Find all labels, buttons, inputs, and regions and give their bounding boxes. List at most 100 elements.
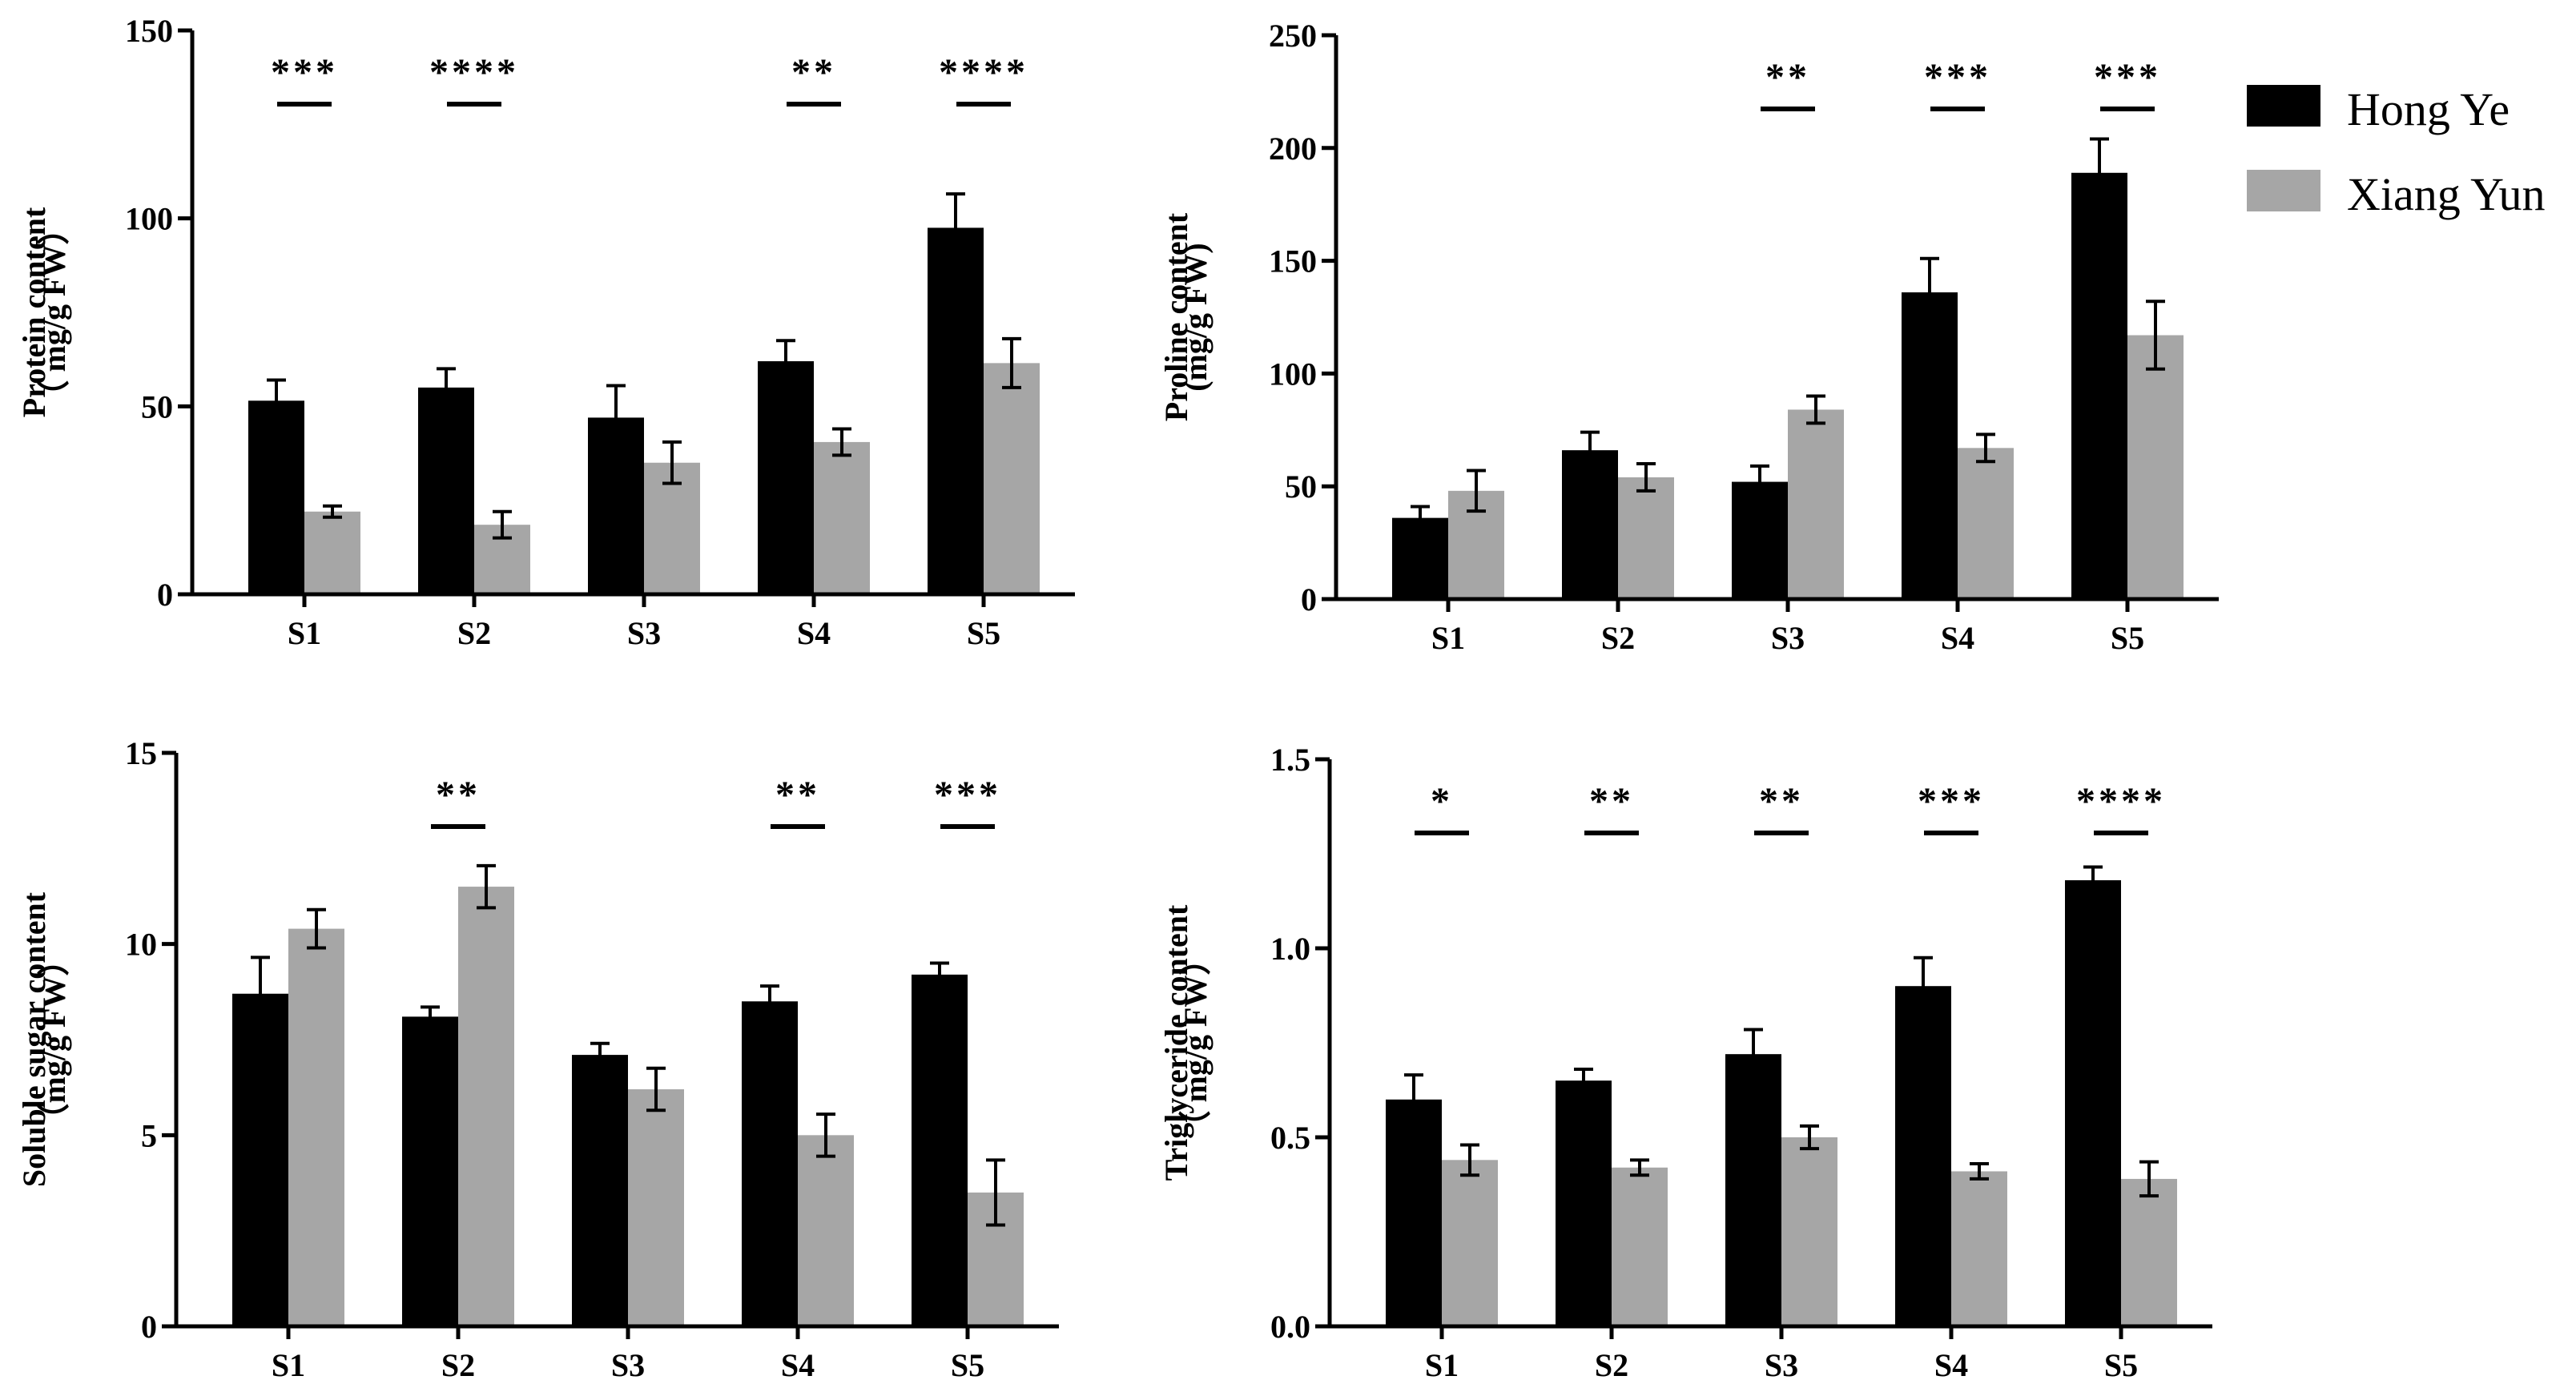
error-bar [1002, 336, 1021, 389]
x-tick-label: S2 [457, 615, 491, 651]
significance-stars: * [1431, 780, 1453, 823]
error-bar [1970, 1162, 1989, 1181]
x-tick-label: S5 [967, 615, 1000, 651]
y-tick-label: 0.5 [1270, 1120, 1310, 1156]
x-tick-label: S2 [441, 1347, 475, 1383]
error-bar [1636, 462, 1656, 493]
bar-xiang-yun-s3 [628, 1089, 684, 1326]
y-tick-label: 1.5 [1270, 742, 1310, 778]
bar-xiang-yun-s1 [288, 928, 344, 1326]
bar-hong-ye-s1 [232, 993, 288, 1326]
error-bar [1467, 469, 1486, 513]
error-bar [1914, 956, 1933, 1016]
bar-hong-ye-s2 [1556, 1080, 1612, 1326]
bar-hong-ye-s1 [1392, 517, 1448, 599]
error-bar [307, 907, 326, 950]
x-tick-label: S4 [781, 1347, 815, 1383]
x-tick-label: S4 [1941, 620, 1974, 656]
error-bar [590, 1041, 610, 1068]
error-bar [662, 440, 682, 485]
y-tick-label: 200 [1269, 131, 1317, 167]
y-tick-label: 50 [1285, 469, 1317, 505]
error-bar [323, 504, 342, 519]
panel-top-left: S1 *** S2 **** S3 S4 ** S5 **** 0 50 100 150 Protein … [16, 13, 1075, 651]
y-axis-unit: （mg/g FW） [36, 944, 72, 1136]
y-axis-unit: (mg/g FW) [1177, 243, 1214, 392]
bar-xiang-yun-s2 [1612, 1167, 1668, 1326]
bar-hong-ye-s4 [758, 361, 814, 594]
bar-hong-ye-s3 [1725, 1054, 1781, 1326]
bar-hong-ye-s1 [248, 400, 304, 594]
y-tick-label: 100 [1269, 356, 1317, 392]
significance-stars: **** [939, 51, 1028, 94]
x-tick-label: S5 [951, 1347, 984, 1383]
bar-hong-ye-s2 [1562, 450, 1618, 599]
bar-xiang-yun-s1 [1442, 1160, 1498, 1326]
bar-xiang-yun-s4 [1958, 448, 2014, 599]
bar-xiang-yun-s2 [458, 887, 514, 1326]
significance-stars: ** [436, 774, 481, 816]
bar-hong-ye-s2 [418, 387, 474, 594]
y-tick-label: 0 [157, 577, 173, 613]
significance-stars: ** [1765, 56, 1810, 99]
bar-xiang-yun-s5 [2127, 335, 2184, 599]
y-tick-label: 0 [141, 1309, 157, 1345]
y-tick-label: 50 [141, 388, 173, 424]
x-tick-label: S1 [272, 1347, 305, 1383]
bar-xiang-yun-s3 [1788, 409, 1844, 599]
bar-xiang-yun-s3 [1781, 1137, 1837, 1326]
x-tick-label: S3 [611, 1347, 645, 1383]
bar-xiang-yun-s1 [304, 511, 360, 594]
bar-xiang-yun-s4 [814, 441, 870, 594]
x-tick-label: S5 [2104, 1347, 2138, 1383]
y-tick-label: 1.0 [1270, 931, 1310, 967]
y-axis-label: Soluble sugar content [16, 891, 52, 1187]
error-bar [1800, 1124, 1819, 1151]
y-tick-label: 150 [1269, 243, 1317, 280]
error-bar [2146, 300, 2165, 371]
legend: Hong Ye Xiang Yun [2247, 83, 2546, 220]
error-bar [421, 1005, 440, 1028]
bar-hong-ye-s4 [1902, 292, 1958, 599]
x-tick-label: S2 [1601, 620, 1635, 656]
bar-hong-ye-s5 [928, 227, 984, 594]
error-bar [1574, 1068, 1593, 1094]
panel-bottom-left: S1 S2 ** S3 S4 ** S5 *** 0 5 10 15 Soluble sugar con… [16, 735, 1059, 1383]
y-tick-label: 10 [125, 927, 157, 963]
error-bar [986, 1158, 1005, 1227]
error-bar [2090, 137, 2109, 209]
bar-hong-ye-s5 [912, 974, 968, 1326]
error-bar [2083, 865, 2103, 895]
error-bar [2139, 1160, 2159, 1198]
y-axis-label: Protein content [16, 207, 52, 417]
error-bar [930, 961, 949, 988]
panel-top-right: S1 S2 S3 ** S4 *** S5 *** 0 50 100 150 200 250 Proline… [1158, 18, 2219, 656]
error-bar [1460, 1143, 1479, 1177]
y-tick-label: 100 [125, 201, 173, 237]
x-tick-label: S2 [1595, 1347, 1628, 1383]
bar-hong-ye-s3 [1732, 481, 1788, 599]
bar-hong-ye-s5 [2065, 880, 2121, 1326]
error-bar [437, 367, 456, 408]
error-bar [606, 384, 626, 452]
significance-stars: **** [429, 51, 519, 94]
legend-swatch-hong-ye [2247, 85, 2320, 127]
bar-xiang-yun-s4 [1951, 1171, 2007, 1326]
error-bar [251, 956, 270, 1032]
x-tick-label: S3 [627, 615, 661, 651]
panel-bottom-right: S1 * S2 ** S3 ** S4 *** S5 **** 0.0 0.5 1.0 1.5 Trigly… [1158, 742, 2212, 1383]
x-tick-label: S1 [288, 615, 321, 651]
error-bar [816, 1112, 835, 1158]
y-tick-label: 0 [1301, 581, 1317, 618]
error-bar [267, 378, 286, 424]
y-tick-label: 0.0 [1270, 1309, 1310, 1345]
error-bar [1580, 430, 1600, 470]
significance-stars: *** [1918, 780, 1985, 823]
y-tick-label: 15 [125, 735, 157, 771]
legend-swatch-xiang-yun [2247, 170, 2320, 211]
significance-stars: ** [1589, 780, 1634, 823]
bar-hong-ye-s1 [1386, 1099, 1442, 1326]
error-bar [477, 863, 496, 910]
significance-stars: *** [934, 774, 1001, 816]
